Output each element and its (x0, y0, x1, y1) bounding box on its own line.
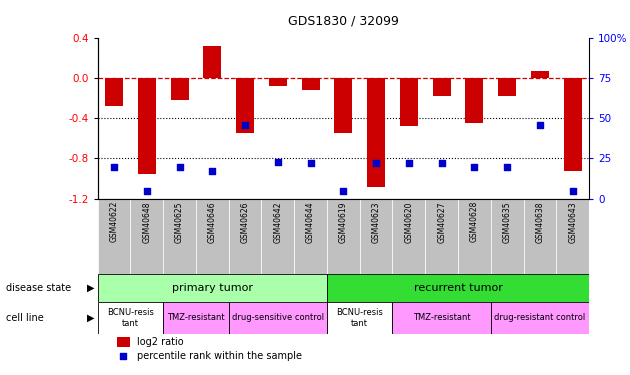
Point (207, 168, 217, 174)
Bar (163, 302, 229, 334)
Point (118, 353, 129, 359)
Text: GSM40635: GSM40635 (503, 201, 512, 243)
Bar (327, 302, 392, 334)
Bar (163, 199, 196, 274)
Text: primary tumor: primary tumor (172, 283, 253, 293)
Bar (392, 199, 425, 274)
Text: drug-resistant control: drug-resistant control (495, 314, 585, 322)
Text: BCNU-resis
tant: BCNU-resis tant (336, 308, 383, 327)
Bar (327, 199, 360, 274)
Bar (360, 199, 392, 274)
Bar (392, 302, 491, 334)
Text: GSM40625: GSM40625 (175, 201, 184, 243)
Point (306, 160, 316, 166)
Bar (105, 78, 123, 106)
Bar (98, 199, 130, 274)
Text: TMZ-resistant: TMZ-resistant (167, 314, 225, 322)
Bar (229, 302, 327, 334)
Bar (269, 78, 287, 86)
Bar (458, 199, 491, 274)
Bar (98, 302, 163, 334)
Text: drug-sensitive control: drug-sensitive control (232, 314, 324, 322)
Bar (261, 199, 294, 274)
Text: ▶: ▶ (87, 313, 94, 323)
Text: GSM40619: GSM40619 (339, 201, 348, 243)
Text: cell line: cell line (6, 313, 44, 323)
Text: ▶: ▶ (87, 283, 94, 293)
Bar (524, 199, 556, 274)
Text: GSM40628: GSM40628 (470, 201, 479, 242)
Point (502, 164, 512, 170)
Text: recurrent tumor: recurrent tumor (413, 283, 503, 293)
Text: GSM40646: GSM40646 (208, 201, 217, 243)
Bar (433, 78, 450, 96)
Text: log2 ratio: log2 ratio (137, 337, 183, 346)
Bar (466, 78, 483, 123)
Bar (491, 199, 524, 274)
Point (404, 160, 414, 166)
Bar (564, 78, 581, 171)
Bar (130, 199, 163, 274)
Bar (327, 274, 589, 302)
Bar (335, 78, 352, 133)
Text: disease state: disease state (6, 283, 71, 293)
Bar (302, 78, 319, 90)
Point (568, 188, 578, 194)
Bar (236, 78, 254, 133)
Point (469, 164, 479, 170)
Point (535, 122, 545, 128)
Bar (98, 274, 327, 302)
Bar (498, 78, 516, 96)
Point (273, 159, 283, 165)
Bar (196, 199, 229, 274)
Bar (138, 78, 156, 174)
Bar (203, 46, 221, 78)
Text: BCNU-resis
tant: BCNU-resis tant (107, 308, 154, 327)
Bar (556, 199, 589, 274)
Text: GSM40643: GSM40643 (568, 201, 577, 243)
Point (437, 160, 447, 166)
Point (109, 164, 119, 170)
Bar (294, 199, 327, 274)
Text: GDS1830 / 32099: GDS1830 / 32099 (288, 15, 399, 28)
Text: GSM40648: GSM40648 (142, 201, 151, 243)
Text: GSM40622: GSM40622 (110, 201, 118, 242)
Point (338, 188, 348, 194)
Bar (171, 78, 188, 100)
Point (371, 160, 381, 166)
Bar (117, 337, 130, 347)
Text: percentile rank within the sample: percentile rank within the sample (137, 351, 302, 361)
Text: TMZ-resistant: TMZ-resistant (413, 314, 471, 322)
Text: GSM40638: GSM40638 (536, 201, 544, 243)
Bar (229, 199, 261, 274)
Bar (367, 78, 385, 187)
Text: GSM40623: GSM40623 (372, 201, 381, 243)
Text: GSM40626: GSM40626 (241, 201, 249, 243)
Point (240, 122, 250, 128)
Bar (491, 302, 589, 334)
Bar (531, 71, 549, 78)
Text: GSM40620: GSM40620 (404, 201, 413, 243)
Point (175, 164, 185, 170)
Bar (400, 78, 418, 126)
Text: GSM40644: GSM40644 (306, 201, 315, 243)
Bar (425, 199, 458, 274)
Text: GSM40642: GSM40642 (273, 201, 282, 243)
Point (142, 188, 152, 194)
Text: GSM40627: GSM40627 (437, 201, 446, 243)
